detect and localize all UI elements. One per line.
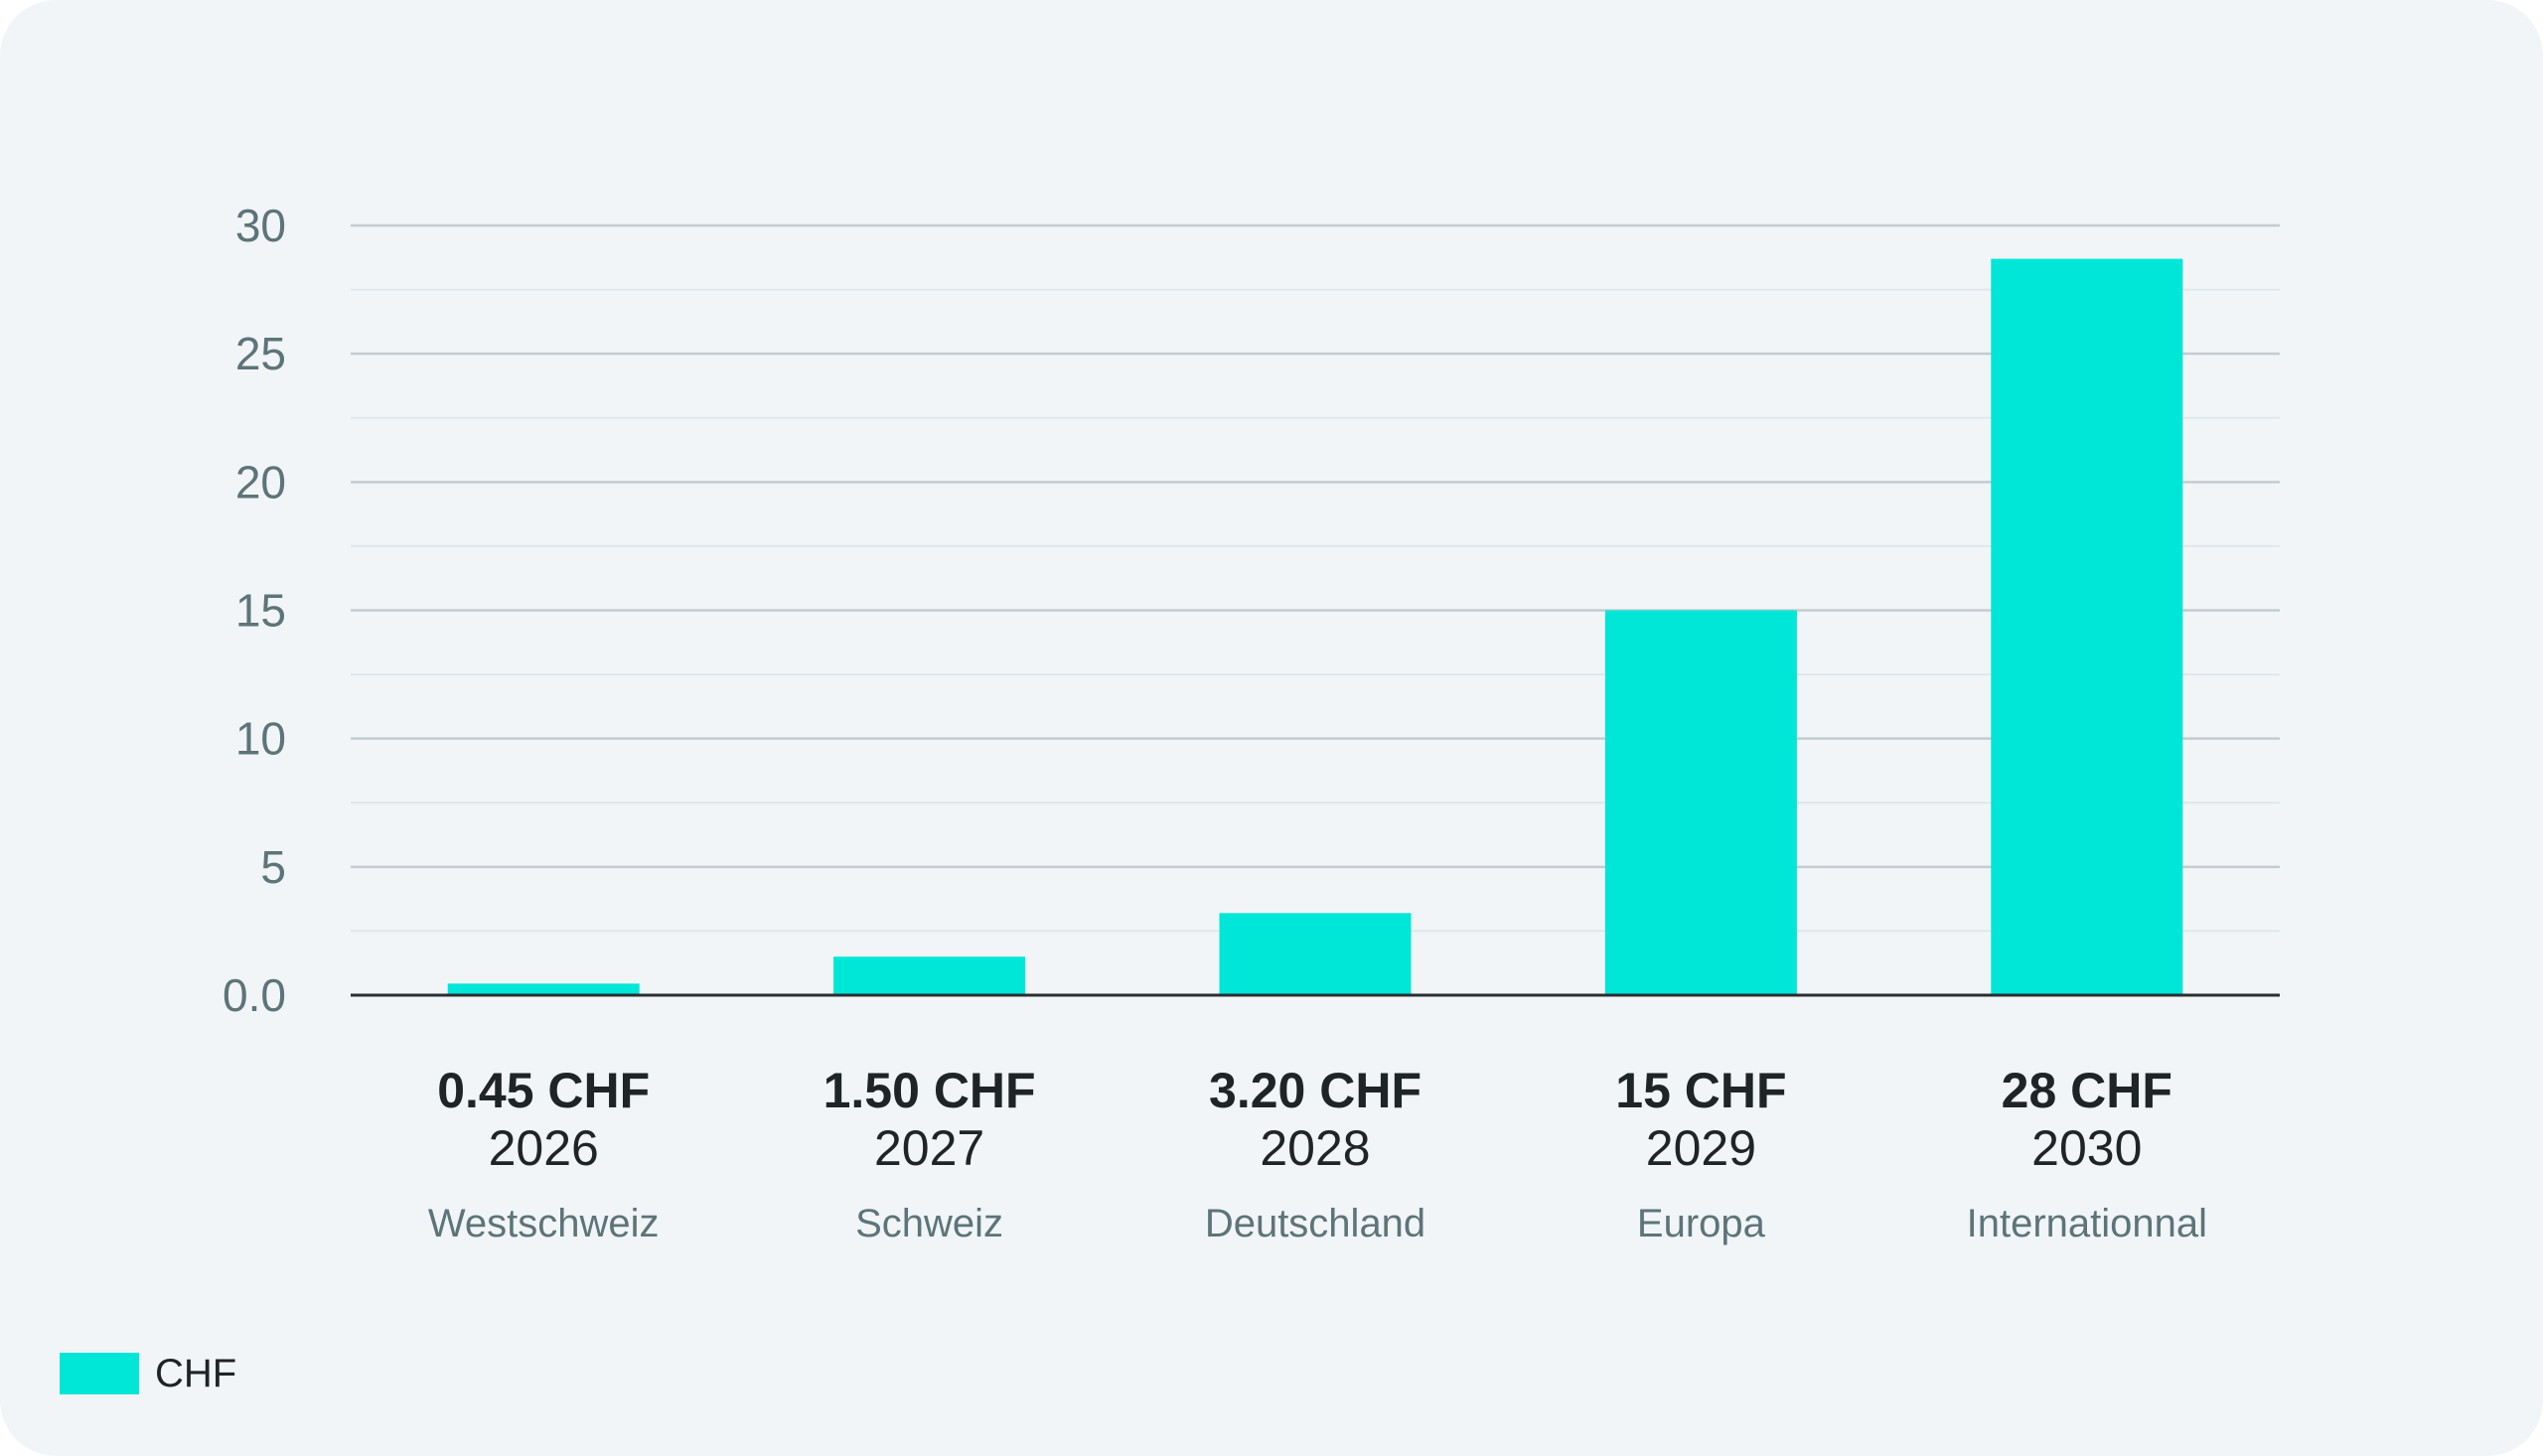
legend-label: CHF (155, 1351, 237, 1395)
legend: CHF (60, 1351, 236, 1396)
region-label: Europa (1637, 1202, 1766, 1245)
legend-swatch (60, 1353, 139, 1394)
y-tick-label: 30 (235, 200, 286, 251)
y-tick-label: 0.0 (223, 969, 286, 1021)
region-label: Internationnal (1967, 1202, 2207, 1245)
x-tick-label: 2028 (1260, 1120, 1370, 1176)
x-tick-label: 2029 (1646, 1120, 1756, 1176)
bar (833, 956, 1026, 995)
region-label: Schweiz (855, 1202, 1003, 1245)
bar (1991, 258, 2183, 995)
x-tick-label: 2027 (874, 1120, 984, 1176)
bar-value-label: 0.45 CHF (437, 1063, 650, 1118)
bar (447, 983, 640, 995)
bar-value-label: 1.50 CHF (823, 1063, 1036, 1118)
y-tick-label: 5 (260, 841, 286, 893)
y-tick-label: 20 (235, 456, 286, 508)
region-label: Deutschland (1205, 1202, 1425, 1245)
bar (1219, 913, 1412, 995)
bar-value-label: 28 CHF (2002, 1063, 2172, 1118)
y-tick-label: 10 (235, 713, 286, 765)
x-tick-label: 2030 (2031, 1120, 2142, 1176)
bar (1604, 610, 1797, 995)
bar-value-label: 15 CHF (1615, 1063, 1786, 1118)
region-label: Westschweiz (428, 1202, 660, 1245)
y-tick-label: 25 (235, 328, 286, 379)
x-tick-label: 2026 (489, 1120, 599, 1176)
bar-value-label: 3.20 CHF (1209, 1063, 1421, 1118)
y-tick-label: 15 (235, 585, 286, 637)
